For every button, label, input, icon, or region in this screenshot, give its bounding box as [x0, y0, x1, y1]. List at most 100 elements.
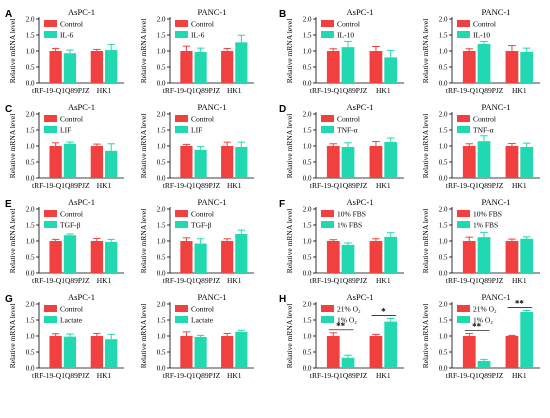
legend-label: 21% O₂: [337, 305, 361, 314]
x-category-label: tRF-19-Q1Q89PJZ: [32, 371, 90, 380]
panel-letter-d: D: [279, 104, 286, 115]
x-category-label: tRF-19-Q1Q89PJZ: [32, 276, 90, 285]
legend-swatch: [175, 316, 188, 323]
y-axis-label: Relative mRNA level: [285, 304, 294, 369]
chart-panel-2: PANC-1 Relative mRNA level 0.0 0.5 1.0 1.5 2.0…: [139, 7, 254, 95]
y-tick-label: 1.5: [157, 221, 166, 229]
y-tick-label: 1.5: [26, 126, 35, 134]
chart-panel-8: PANC-1 Relative mRNA level 0.0 0.5 1.0 1.5 2.0…: [421, 102, 540, 190]
legend-label: Control: [337, 115, 360, 124]
legend-swatch: [175, 20, 188, 27]
x-category-label: HK1: [97, 181, 112, 190]
bar-treatment: [105, 150, 118, 178]
bar-control: [49, 241, 62, 273]
y-tick-label: 2.0: [157, 15, 166, 23]
x-category-label: HK1: [97, 371, 112, 380]
chart-title: PANC-1: [482, 292, 511, 302]
y-tick-label: 1.5: [439, 316, 448, 324]
chart-panel-16: PANC-1 Relative mRNA level 0.0 0.5 1.0 1.5 2.0…: [421, 292, 540, 380]
legend-label: Control: [60, 305, 83, 314]
y-tick-label: 1.5: [439, 31, 448, 39]
bar-control: [221, 51, 234, 83]
legend-swatch: [321, 316, 334, 323]
y-axis-label: Relative mRNA level: [285, 114, 294, 179]
y-axis-label: Relative mRNA level: [8, 114, 17, 179]
y-tick-label: 0.5: [157, 63, 166, 71]
x-category-label: tRF-19-Q1Q89PJZ: [163, 276, 221, 285]
y-tick-label: 2.0: [26, 110, 35, 118]
y-tick-label: 1.0: [26, 142, 35, 150]
y-tick-label: 0.0: [157, 269, 166, 277]
bar-control: [90, 146, 104, 178]
bar-control: [221, 336, 234, 368]
y-axis-label: Relative mRNA level: [421, 209, 430, 274]
y-tick-label: 0.5: [26, 253, 35, 261]
legend-label: Lactate: [60, 316, 83, 325]
chart-panel-15: AsPC-1 Relative mRNA level 0.0 0.5 1.0 1.5 2.0…: [285, 292, 404, 380]
y-tick-label: 0.5: [26, 63, 35, 71]
y-tick-label: 0.5: [303, 253, 312, 261]
x-category-label: tRF-19-Q1Q89PJZ: [310, 181, 368, 190]
x-category-label: tRF-19-Q1Q89PJZ: [163, 371, 221, 380]
bar-control: [49, 336, 62, 368]
y-tick-label: 0.0: [26, 174, 35, 182]
y-tick-label: 2.0: [303, 110, 312, 118]
legend-label: Control: [473, 20, 496, 29]
y-tick-label: 0.5: [26, 158, 35, 166]
bar-treatment: [235, 42, 248, 83]
chart-panel-10: PANC-1 Relative mRNA level 0.0 0.5 1.0 1.5 2.0…: [139, 197, 254, 285]
y-axis-label: Relative mRNA level: [285, 209, 294, 274]
chart-title: AsPC-1: [347, 7, 374, 17]
bar-control: [462, 336, 476, 368]
y-tick-label: 0.0: [303, 79, 312, 87]
bar-control: [326, 336, 340, 368]
chart-panel-4: PANC-1 Relative mRNA level 0.0 0.5 1.0 1.5 2.0…: [421, 7, 540, 95]
chart-title: AsPC-1: [68, 102, 95, 112]
bar-treatment: [384, 57, 398, 83]
y-tick-label: 2.0: [303, 300, 312, 308]
bar-control: [505, 336, 519, 368]
y-tick-label: 0.0: [439, 79, 448, 87]
x-category-label: tRF-19-Q1Q89PJZ: [310, 86, 368, 95]
chart-panel-9: AsPC-1 Relative mRNA level 0.0 0.5 1.0 1.5 2.0…: [8, 197, 124, 285]
x-category-label: HK1: [97, 86, 112, 95]
y-tick-label: 1.5: [26, 221, 35, 229]
y-axis-label: Relative mRNA level: [139, 19, 148, 84]
x-category-label: HK1: [512, 371, 527, 380]
x-category-label: tRF-19-Q1Q89PJZ: [446, 276, 504, 285]
significance-marker: *: [381, 306, 386, 316]
legend-swatch: [175, 221, 188, 228]
bar-control: [369, 241, 383, 273]
x-category-label: HK1: [227, 86, 242, 95]
x-category-label: tRF-19-Q1Q89PJZ: [310, 276, 368, 285]
bar-control: [180, 146, 193, 178]
x-category-label: tRF-19-Q1Q89PJZ: [446, 371, 504, 380]
bar-control: [90, 51, 104, 83]
y-tick-label: 1.0: [439, 332, 448, 340]
bar-control: [180, 241, 193, 273]
legend-label: 10% FBS: [337, 210, 366, 219]
y-tick-label: 1.0: [157, 47, 166, 55]
y-tick-label: 2.0: [26, 300, 35, 308]
y-tick-label: 0.0: [303, 269, 312, 277]
y-tick-label: 0.0: [26, 79, 35, 87]
x-category-label: HK1: [512, 276, 527, 285]
bar-treatment: [477, 237, 491, 273]
legend-swatch: [457, 305, 470, 312]
legend-swatch: [457, 221, 470, 228]
panel-letter-h: H: [279, 294, 286, 305]
y-tick-label: 1.0: [303, 142, 312, 150]
y-tick-label: 1.0: [439, 237, 448, 245]
legend-swatch: [44, 31, 57, 38]
x-category-label: tRF-19-Q1Q89PJZ: [32, 181, 90, 190]
chart-panel-12: PANC-1 Relative mRNA level 0.0 0.5 1.0 1.5 2.0…: [421, 197, 540, 285]
y-tick-label: 1.0: [26, 237, 35, 245]
y-tick-label: 0.0: [157, 174, 166, 182]
y-axis-label: Relative mRNA level: [421, 304, 430, 369]
y-tick-label: 1.5: [157, 31, 166, 39]
bar-control: [462, 241, 476, 273]
bar-control: [180, 51, 193, 83]
bar-treatment: [477, 141, 491, 178]
panel-letter-e: E: [5, 199, 12, 210]
y-tick-label: 1.0: [26, 47, 35, 55]
